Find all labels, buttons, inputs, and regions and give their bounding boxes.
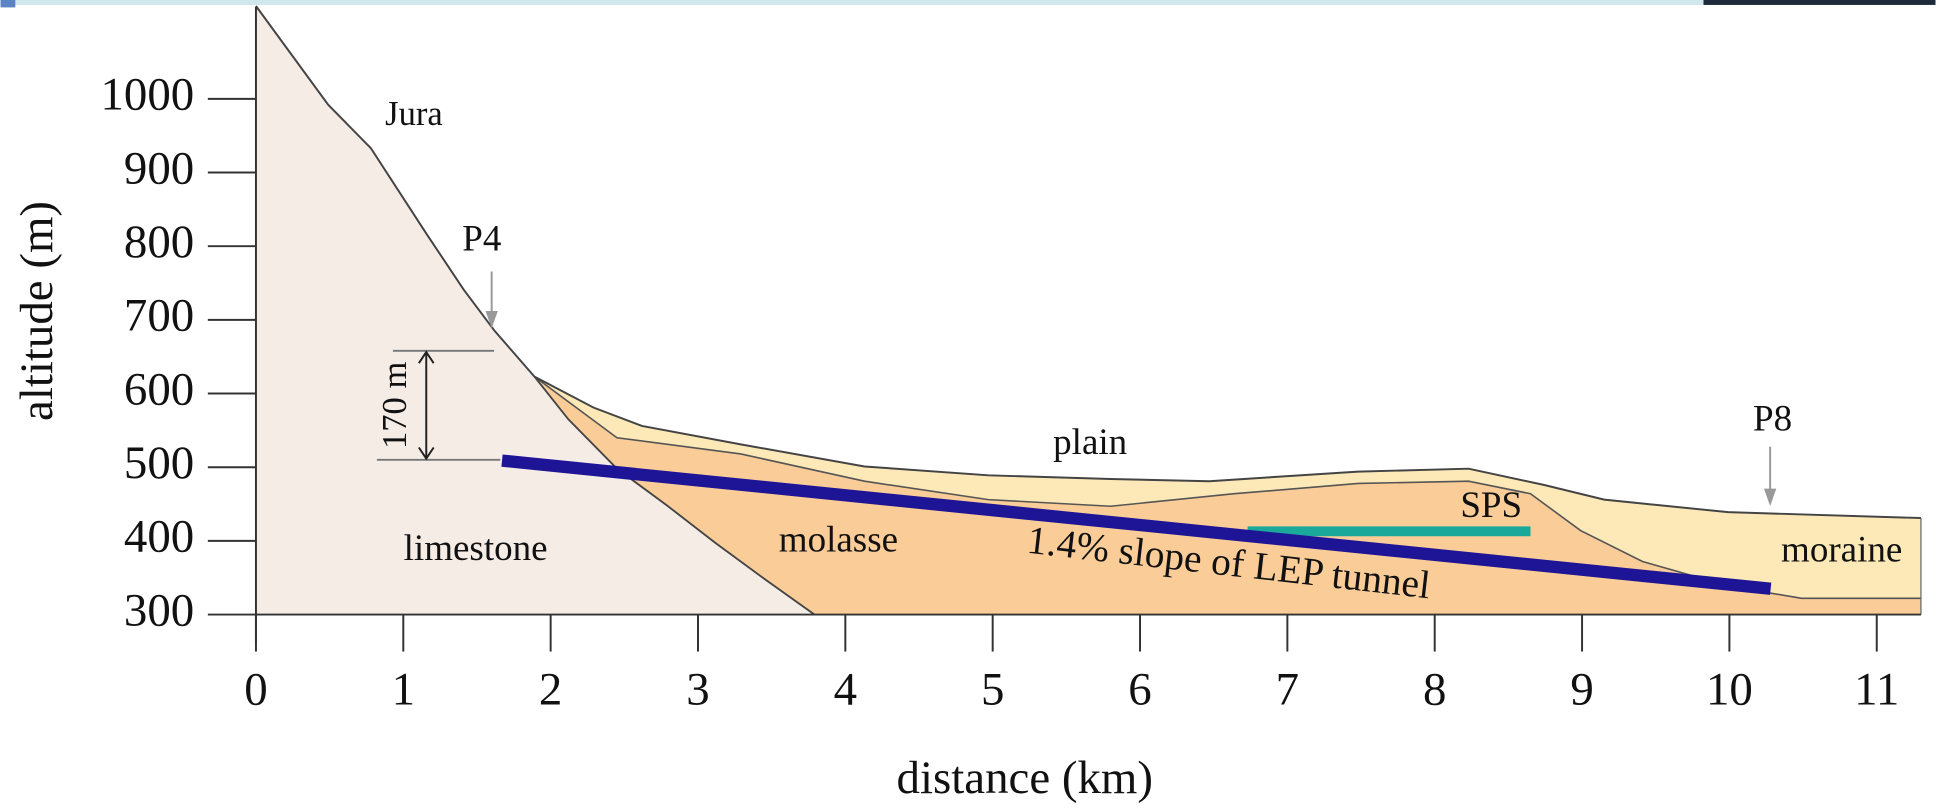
y-tick-label: 1000 — [101, 69, 195, 121]
x-tick-label: 4 — [834, 663, 857, 715]
jura-label: Jura — [385, 95, 443, 133]
p4-arrow-head — [485, 310, 498, 329]
plain-label: plain — [1053, 422, 1127, 463]
y-axis-title: altitude (m) — [11, 201, 63, 421]
y-tick-label: 800 — [124, 216, 194, 268]
y-tick-label: 700 — [124, 290, 194, 342]
y-tick-label: 600 — [124, 363, 194, 415]
p8-label: P8 — [1753, 399, 1792, 440]
x-tick-label: 3 — [686, 663, 709, 715]
p4-label: P4 — [462, 218, 501, 259]
y-tick-label: 300 — [124, 584, 194, 636]
y-tick-label: 500 — [124, 437, 194, 489]
bracket-head-bottom — [418, 446, 435, 461]
x-tick-label: 7 — [1276, 663, 1299, 715]
x-tick-label: 0 — [244, 663, 267, 715]
sps-label: SPS — [1460, 485, 1522, 526]
bracket-label: 170 m — [376, 362, 414, 449]
molasse-area — [534, 376, 1921, 615]
x-tick-label: 1 — [392, 663, 415, 715]
top-strip-right — [1703, 0, 1936, 5]
x-tick-label: 5 — [981, 663, 1004, 715]
y-tick-label: 900 — [124, 142, 194, 194]
moraine-label: moraine — [1781, 529, 1902, 570]
x-tick-label: 11 — [1854, 663, 1899, 715]
y-tick-label: 400 — [124, 511, 194, 563]
x-tick-label: 9 — [1570, 663, 1593, 715]
bracket-head-top — [418, 350, 435, 364]
limestone-boundary-line — [533, 376, 815, 616]
limestone-label: limestone — [404, 528, 548, 569]
x-tick-label: 2 — [539, 663, 562, 715]
x-tick-label: 6 — [1128, 663, 1151, 715]
p8-arrow-head — [1763, 488, 1777, 506]
layers — [255, 6, 1921, 615]
molasse-label: molasse — [779, 519, 898, 560]
top-strip — [0, 0, 1936, 5]
tunnel-line — [501, 454, 1772, 595]
x-tick-label: 10 — [1706, 663, 1753, 715]
surface-line — [255, 5, 1921, 520]
top-strip-left — [0, 0, 16, 8]
x-axis-title: distance (km) — [897, 752, 1153, 804]
x-tick-label: 8 — [1423, 663, 1446, 715]
